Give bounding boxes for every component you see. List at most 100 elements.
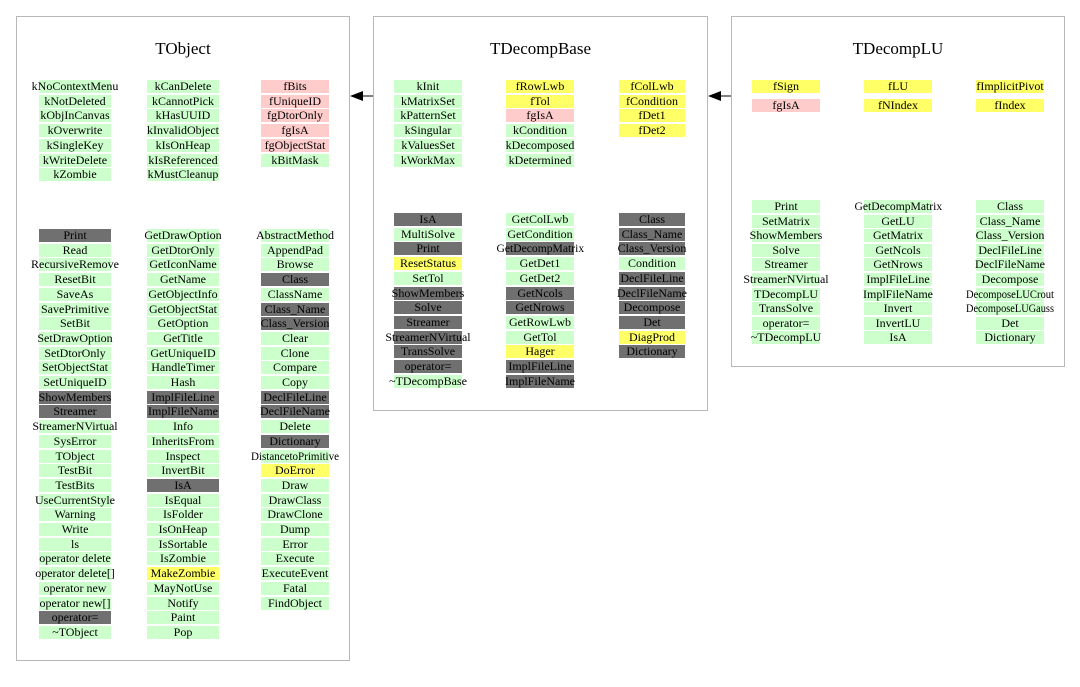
member-getobjectstat: GetObjectStat bbox=[147, 302, 219, 316]
member-label: ImplFileLine bbox=[508, 359, 572, 373]
member-handletimer: HandleTimer bbox=[147, 360, 219, 375]
member-label: operator= bbox=[51, 610, 99, 625]
member-label: fBits bbox=[283, 79, 307, 93]
class-title-tdecompbase: TDecompBase bbox=[489, 39, 592, 58]
member-drawclass: DrawClass bbox=[261, 493, 329, 507]
member-label: SetDrawOption bbox=[37, 330, 113, 345]
member-label: DrawClone bbox=[267, 507, 323, 522]
member-label: Solve bbox=[414, 300, 442, 315]
member-label: Delete bbox=[279, 419, 311, 434]
member-label: kDecomposed bbox=[505, 137, 575, 152]
member-getrowlwb: GetRowLwb bbox=[506, 315, 574, 329]
member-kdecomposed: kDecomposed bbox=[505, 137, 575, 152]
member-label: GetDet1 bbox=[519, 256, 561, 271]
member-label: Hash bbox=[170, 375, 196, 389]
member-label: GetName bbox=[160, 272, 206, 287]
member-label: Clone bbox=[280, 345, 310, 360]
member-label: operator= bbox=[404, 359, 452, 373]
member-showmembers: ShowMembers bbox=[391, 285, 465, 300]
member-label: TestBits bbox=[55, 477, 95, 492]
member-label: ~TDecompBase bbox=[389, 373, 467, 388]
member-label: GetMatrix bbox=[873, 228, 923, 243]
member-makezombie: MakeZombie bbox=[147, 566, 219, 581]
member-kmatrixset: kMatrixSet bbox=[394, 94, 462, 108]
member-label: Print bbox=[774, 199, 798, 213]
member-fcollwb: fColLwb bbox=[619, 80, 685, 93]
member-label: kValuesSet bbox=[401, 137, 455, 152]
member-decompose: Decompose bbox=[976, 273, 1044, 286]
member-label: ImplFileLine bbox=[151, 389, 215, 404]
member-browse: Browse bbox=[261, 257, 329, 272]
member-label: SetDtorOnly bbox=[44, 345, 106, 360]
member-dictionary: Dictionary bbox=[976, 330, 1044, 345]
member-label: InheritsFrom bbox=[151, 433, 215, 448]
member-label: kHasUUID bbox=[155, 108, 211, 123]
member-copy: Copy bbox=[261, 376, 329, 389]
member-implfilename: ImplFileName bbox=[863, 287, 933, 301]
member-label: Decompose bbox=[623, 300, 681, 315]
member-label: operator= bbox=[762, 315, 810, 330]
member-label: fIndex bbox=[994, 97, 1026, 112]
member-settol: SetTol bbox=[394, 270, 462, 285]
member-showmembers: ShowMembers bbox=[750, 229, 822, 243]
member-kzombie: kZombie bbox=[39, 168, 111, 182]
member-condition: Condition bbox=[619, 257, 685, 271]
member-label: Inspect bbox=[165, 448, 201, 463]
member-label: MakeZombie bbox=[150, 566, 216, 581]
member-operator: operator= bbox=[39, 610, 111, 625]
member-label: ResetStatus bbox=[400, 256, 456, 271]
member-implfilename: ImplFileName bbox=[147, 405, 219, 419]
member-label: kObjInCanvas bbox=[40, 108, 110, 123]
member-label: Paint bbox=[170, 610, 196, 625]
member-print: Print bbox=[39, 229, 111, 242]
member-issortable: IsSortable bbox=[147, 537, 219, 551]
member-label: DeclFileName bbox=[975, 257, 1045, 272]
member-label: operator new[] bbox=[39, 595, 111, 610]
member-label: fImplicitPivot bbox=[976, 79, 1044, 93]
member-label: Class_Name bbox=[621, 226, 683, 241]
member-label: fDet2 bbox=[638, 123, 666, 138]
member-fatal: Fatal bbox=[261, 581, 329, 595]
member-dictionary: Dictionary bbox=[261, 434, 329, 448]
member-findobject: FindObject bbox=[261, 596, 329, 610]
member-hager: Hager bbox=[506, 345, 574, 359]
member-isa: IsA bbox=[394, 213, 462, 226]
member-label: Dictionary bbox=[984, 330, 1036, 345]
member-label: GetColLwb bbox=[511, 212, 569, 226]
member-print: Print bbox=[752, 200, 820, 213]
member-label: kDetermined bbox=[508, 152, 572, 167]
member-label: DoError bbox=[275, 463, 315, 478]
member-label: GetTitle bbox=[163, 330, 203, 345]
member-koverwrite: kOverwrite bbox=[39, 124, 111, 138]
member-label: SetTol bbox=[412, 270, 444, 285]
member-read: Read bbox=[39, 243, 111, 257]
member-label: SavePrimitive bbox=[41, 301, 109, 316]
member-getcollwb: GetColLwb bbox=[506, 213, 574, 226]
member-operator: operator= bbox=[752, 315, 820, 330]
member-label: GetCondition bbox=[507, 226, 573, 241]
member-label: kSingleKey bbox=[46, 137, 104, 152]
member-isequal: IsEqual bbox=[147, 493, 219, 507]
member-setbit: SetBit bbox=[39, 317, 111, 331]
member-label: kCanDelete bbox=[154, 79, 212, 93]
member-label: fColLwb bbox=[630, 79, 674, 93]
member-testbit: TestBit bbox=[39, 464, 111, 478]
member-label: Class_Version bbox=[617, 241, 687, 256]
member-label: ShowMembers bbox=[391, 285, 465, 300]
member-implfileline: ImplFileLine bbox=[506, 360, 574, 373]
member-kisonheap: kIsOnHeap bbox=[147, 138, 219, 152]
member-label: kWorkMax bbox=[400, 152, 456, 167]
member-knocontextmenu: kNoContextMenu bbox=[32, 80, 118, 93]
member-print: Print bbox=[394, 242, 462, 256]
member-fimplicitpivot: fImplicitPivot bbox=[976, 80, 1044, 93]
member-label: Solve bbox=[772, 242, 800, 257]
member-label: GetNrows bbox=[873, 257, 923, 272]
member-label: GetNcols bbox=[517, 285, 563, 300]
member-saveprimitive: SavePrimitive bbox=[39, 301, 111, 316]
member-label: kInvalidObject bbox=[147, 123, 219, 138]
member-label: Browse bbox=[276, 257, 314, 272]
member-label: HandleTimer bbox=[151, 360, 215, 375]
member-label: DecomposeLUGauss bbox=[966, 301, 1055, 316]
member-funiqueid: fUniqueID bbox=[261, 94, 329, 108]
member-operator-new: operator new bbox=[39, 581, 111, 595]
